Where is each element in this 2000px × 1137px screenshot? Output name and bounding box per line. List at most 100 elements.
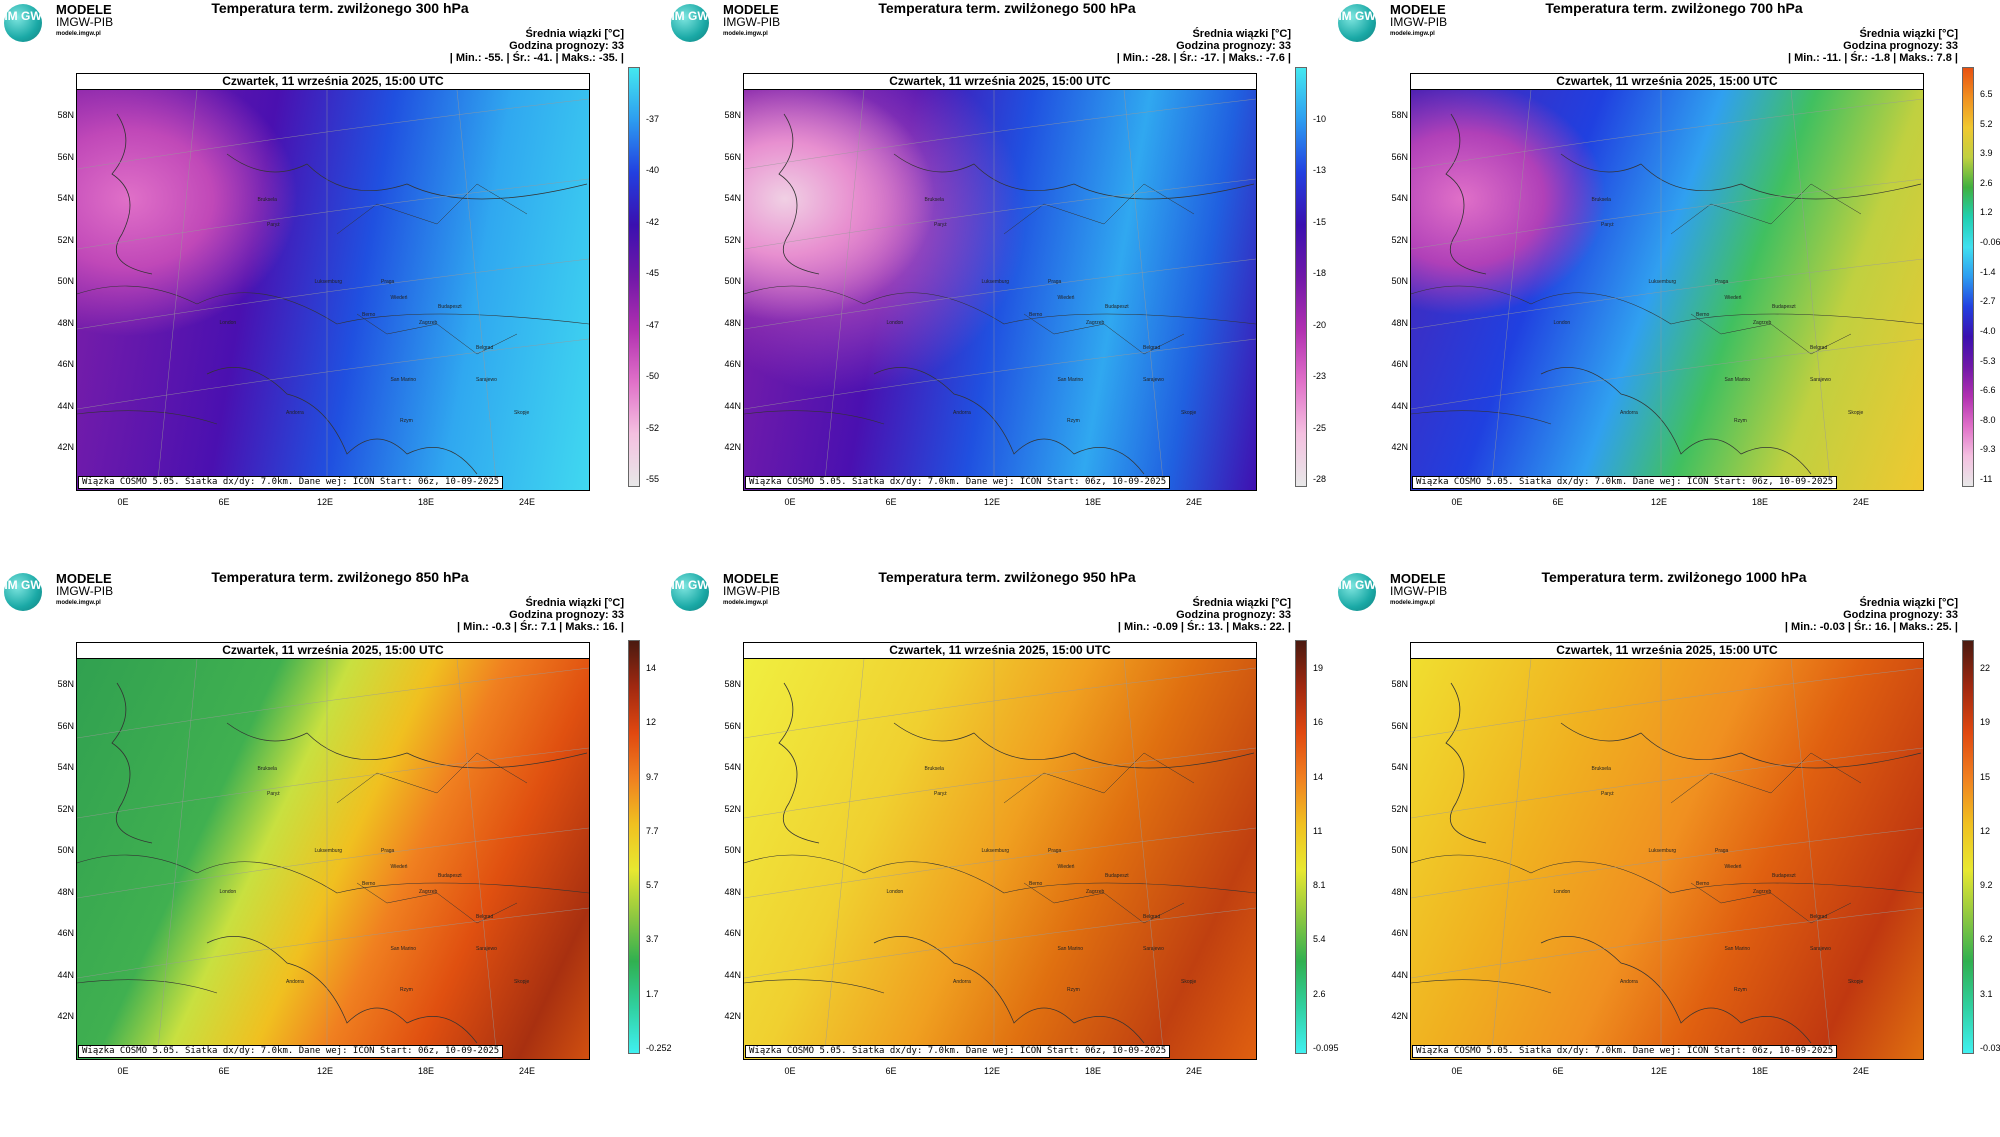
colorbar-tick-label: 16 xyxy=(1313,717,1324,728)
colorbar-tick-label: 7.7 xyxy=(646,825,659,836)
logo-line2: IMGW-PIB xyxy=(56,584,114,598)
lat-tick-label: 46N xyxy=(1391,359,1408,369)
city-label: Berno xyxy=(1029,311,1043,318)
lat-tick-label: 48N xyxy=(57,886,74,897)
valid-date: Czwartek, 11 września 2025, 15:00 UTC xyxy=(1411,74,1923,90)
city-label: Skopje xyxy=(1848,979,1864,986)
colorbar-tick-label: 14 xyxy=(1313,771,1324,782)
city-label: Belgrad xyxy=(476,913,494,920)
colorbar-tick-label: -0.030 xyxy=(1980,1043,2000,1053)
info-mean-label: Średnia wiązki [°C] xyxy=(525,28,624,40)
colorbar-tick-label: -40 xyxy=(646,165,660,176)
info-stats: | Min.: -28. | Śr.: -17. | Maks.: -7.6 | xyxy=(1116,52,1291,64)
imgw-logo: IM GW MODELE IMGW-PIB modele.imgw.pl xyxy=(671,571,811,611)
lat-tick-label: 48N xyxy=(724,317,741,328)
colorbar-tick-label: 5.7 xyxy=(646,880,659,891)
lon-tick-label: 6E xyxy=(1552,1066,1564,1076)
city-label: London xyxy=(219,889,237,895)
colorbar-tick-label: -0.252 xyxy=(646,1043,672,1053)
city-label: Skopje xyxy=(514,410,530,417)
lat-tick-label: 54N xyxy=(1391,762,1408,772)
lat-tick-label: 48N xyxy=(1391,886,1408,897)
city-label: Praga xyxy=(1048,279,1062,285)
info-forecast-hour: Godzina prognozy: 33 xyxy=(1843,40,1958,52)
temperature-map: Czwartek, 11 września 2025, 15:00 UTC Wi… xyxy=(76,73,590,491)
city-label: Belgrad xyxy=(1810,913,1828,920)
city-label: Andorra xyxy=(1620,979,1638,986)
colorbar xyxy=(1295,640,1307,1054)
panel-title: Temperatura term. zwilżonego 850 hPa xyxy=(211,569,469,585)
info-forecast-hour: Godzina prognozy: 33 xyxy=(509,40,624,52)
city-label: Rzym xyxy=(1067,418,1080,425)
imgw-logo: IM GW MODELE IMGW-PIB modele.imgw.pl xyxy=(1338,571,1478,611)
lat-tick-label: 54N xyxy=(57,762,74,772)
colorbar-tick-label: -20 xyxy=(1313,319,1327,330)
info-mean-label: Średnia wiązki [°C] xyxy=(1859,597,1958,609)
colorbar-tick-label: 8.1 xyxy=(1313,880,1326,891)
model-footer: Wiązka COSMO 5.05. Siatka dx/dy: 7.0km. … xyxy=(745,476,1171,489)
city-label: Skopje xyxy=(1181,979,1197,986)
lat-tick-label: 50N xyxy=(1391,845,1408,855)
lat-tick-label: 52N xyxy=(57,234,74,245)
lat-tick-label: 50N xyxy=(1391,276,1408,286)
city-label: Andorra xyxy=(1620,410,1638,417)
valid-date: Czwartek, 11 września 2025, 15:00 UTC xyxy=(77,74,589,90)
city-label: Wiedeń xyxy=(1724,864,1742,871)
info-forecast-hour: Godzina prognozy: 33 xyxy=(1176,40,1291,52)
city-label: Sarajewo xyxy=(1143,377,1164,384)
city-label: Budapeszt xyxy=(438,872,462,879)
imgw-logo: IM GW MODELE IMGW-PIB modele.imgw.pl xyxy=(4,2,144,42)
lat-tick-label: 46N xyxy=(724,928,741,938)
colorbar-tick-label: -47 xyxy=(646,319,660,330)
lat-tick-label: 54N xyxy=(1391,193,1408,203)
imgw-logo: IM GW MODELE IMGW-PIB modele.imgw.pl xyxy=(4,571,144,611)
temperature-map: Czwartek, 11 września 2025, 15:00 UTC Wi… xyxy=(76,642,590,1060)
lat-tick-label: 58N xyxy=(1391,679,1408,689)
lon-tick-label: 18E xyxy=(1751,1066,1768,1076)
logo-line1: MODELE xyxy=(56,2,112,17)
colorbar-tick-label: 3.9 xyxy=(1980,148,1993,159)
stats-block: Średnia wiązki [°C] Godzina prognozy: 33… xyxy=(1117,28,1291,64)
city-label: Luksemburg xyxy=(981,279,1010,285)
colorbar-tick-label: -4.0 xyxy=(1980,325,1996,336)
colorbar-tick-label: -25 xyxy=(1313,422,1327,433)
lat-tick-label: 50N xyxy=(57,276,74,286)
city-label: Wiedeń xyxy=(1057,295,1075,302)
city-label: Zagrzeb xyxy=(1086,320,1105,326)
lat-tick-label: 48N xyxy=(1391,317,1408,328)
forecast-panel-2: IM GW MODELE IMGW-PIB modele.imgw.pl Tem… xyxy=(667,0,1333,568)
city-label: Praga xyxy=(1715,279,1729,285)
valid-date: Czwartek, 11 września 2025, 15:00 UTC xyxy=(1411,643,1923,659)
city-label: Berno xyxy=(1696,311,1710,318)
colorbar xyxy=(628,67,640,487)
colorbar-tick-label: -15 xyxy=(1313,216,1327,227)
city-label: Bruksela xyxy=(924,197,944,203)
lon-tick-label: 18E xyxy=(1751,497,1768,507)
lat-tick-label: 44N xyxy=(1391,400,1408,411)
lon-tick-label: 12E xyxy=(983,1066,1000,1076)
city-label: Rzym xyxy=(1734,418,1747,425)
colorbar-tick-label: -10 xyxy=(1313,114,1327,124)
city-label: Paryż xyxy=(934,221,947,228)
city-label: Andorra xyxy=(953,410,971,417)
colorbar-tick-label: 19 xyxy=(1313,663,1324,673)
logo-line1: MODELE xyxy=(1390,571,1446,586)
logo-line1: MODELE xyxy=(723,2,779,17)
lon-tick-label: 0E xyxy=(1451,1066,1463,1076)
city-label: Paryż xyxy=(934,790,947,797)
city-label: Zagrzeb xyxy=(1753,320,1772,326)
lat-tick-label: 52N xyxy=(1391,234,1408,245)
info-stats: | Min.: -55. | Śr.: -41. | Maks.: -35. | xyxy=(449,52,624,64)
lon-tick-label: 0E xyxy=(117,1066,129,1076)
lon-tick-label: 12E xyxy=(1650,497,1667,507)
lat-tick-label: 42N xyxy=(57,1011,74,1021)
city-label: Skopje xyxy=(1848,410,1864,417)
lon-tick-label: 6E xyxy=(885,497,897,507)
city-label: Wiedeń xyxy=(390,295,408,302)
lat-tick-label: 48N xyxy=(57,317,74,328)
lat-tick-label: 56N xyxy=(1391,151,1408,162)
lat-tick-label: 50N xyxy=(57,845,74,855)
lon-tick-label: 12E xyxy=(983,497,1000,507)
city-label: Rzym xyxy=(1067,987,1080,994)
colorbar-tick-label: -23 xyxy=(1313,371,1327,382)
